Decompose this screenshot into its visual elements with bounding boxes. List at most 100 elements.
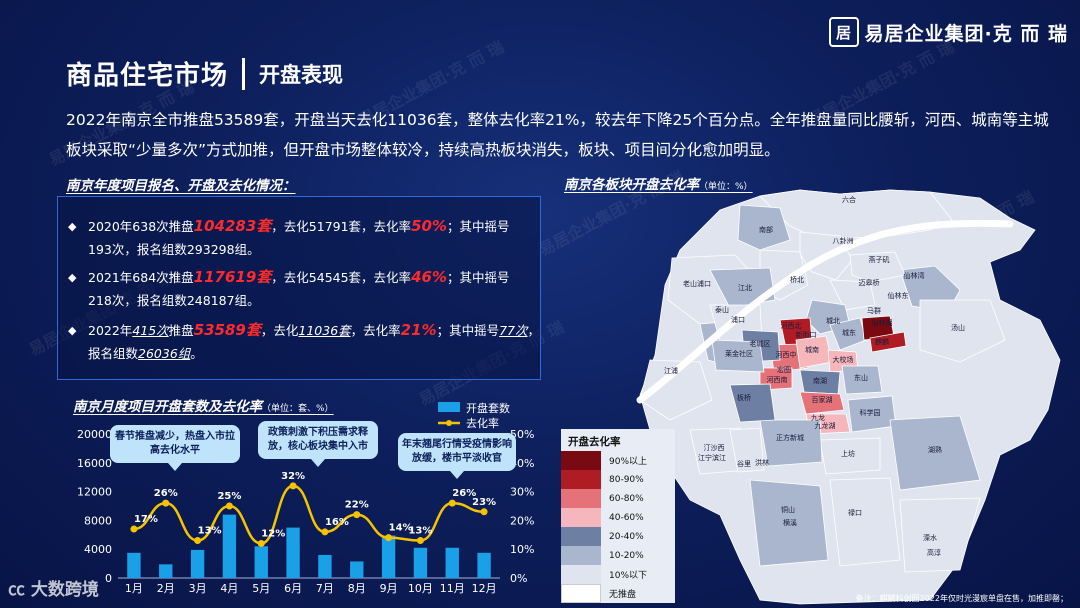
rate-point-6月	[289, 482, 297, 490]
x-tick-label: 7月	[316, 582, 334, 595]
rate-point-4月	[225, 502, 233, 510]
title-divider	[242, 57, 246, 90]
bar-12月	[477, 552, 491, 578]
map-label: 科学园	[860, 408, 881, 417]
x-tick-label: 4月	[220, 582, 238, 595]
x-tick-label: 3月	[189, 582, 207, 595]
map-region-tangshan	[919, 299, 1006, 363]
map-label: 河西北	[781, 322, 802, 330]
legend-label: 10%以下	[609, 571, 648, 581]
legend-swatch	[561, 489, 601, 508]
map-label: 仙林湖	[872, 318, 893, 327]
annual-stats-box: ◆ 2020年638次推盘104283套，去化51791套，去化率50%；其中摇…	[57, 196, 541, 380]
map-label: 桥北	[790, 275, 804, 284]
rate-data-label: 17%	[134, 514, 158, 525]
brand-name: 易居企业集团·克 而 瑞	[864, 22, 1068, 45]
legend-title: 开盘去化率	[568, 436, 621, 448]
legend-label-bars: 开盘套数	[466, 401, 510, 415]
map-label: 汤山	[951, 323, 965, 332]
map-region-banqiao	[729, 383, 776, 423]
map-label: 江浦	[664, 366, 678, 375]
map-label: 马群	[867, 306, 881, 315]
map-label: 高淳	[927, 548, 941, 557]
bar-9月	[381, 535, 396, 578]
rate-data-label: 12%	[261, 528, 285, 539]
annual-bullet-2020: ◆ 2020年638次推盘104283套，去化51791套，去化率50%；其中摇…	[68, 215, 509, 261]
map-label: 六合	[842, 195, 856, 204]
map-label: 板桥	[737, 393, 751, 402]
legend-label-line: 去化率	[466, 416, 499, 430]
x-tick-label: 9月	[380, 582, 398, 595]
bar-11月	[445, 547, 459, 578]
bullet-diamond-icon: ◆	[68, 271, 77, 284]
title-sub: 开盘表现	[259, 62, 344, 87]
map-label: 南湖	[813, 376, 827, 385]
rate-data-label: 26%	[452, 488, 476, 499]
legend-row: 40-60%	[561, 508, 675, 527]
legend-swatch	[561, 451, 601, 470]
legend-label: 20-40%	[609, 531, 644, 542]
map-label: 溧水	[923, 533, 937, 542]
map-legend: 开盘去化率 90%以上 80-90% 60-80% 40-60% 20-40% 10-20…	[561, 429, 675, 603]
title-main: 商品住宅市场	[66, 61, 229, 91]
legend-label: 10-20%	[609, 550, 644, 561]
legend-swatch	[561, 527, 601, 546]
y-right-tick-label: 40%	[510, 457, 534, 470]
map-label: 莱金社区	[725, 349, 753, 358]
map-label: 仙林东	[888, 291, 909, 300]
map-region-baijiahu	[799, 391, 845, 415]
map-label: 河西南	[767, 375, 788, 384]
legend-row: 90%以上	[561, 451, 675, 470]
brand-mark: 居	[828, 17, 859, 47]
annotation-yearend: 年末翘尾行情受疫情影响放缓，楼市平淡收官	[398, 433, 516, 479]
map-region-shangfang	[819, 437, 881, 475]
map-region-lishui	[899, 497, 981, 573]
map-label: 九龙	[811, 413, 825, 422]
yangtze-river	[636, 219, 1014, 404]
map-label: 上坊	[841, 449, 855, 458]
rate-point-2月	[162, 499, 170, 507]
map-label: 城南	[805, 345, 819, 354]
legend-row: 20-40%	[561, 527, 675, 546]
annual-section-title: 南京年度项目报名、开盘及去化情况：	[66, 178, 296, 194]
map-label: 新街口	[796, 330, 817, 339]
rate-data-label: 26%	[154, 488, 178, 499]
rate-point-10月	[416, 537, 424, 545]
bar-7月	[318, 554, 332, 578]
annotation-spring: 春节推盘减少，热盘入市拉高去化水平	[110, 425, 240, 471]
rate-data-label: 13%	[198, 526, 222, 537]
map-label: 铜山	[781, 505, 795, 514]
x-tick-label: 8月	[348, 582, 366, 595]
map-label: 仙林湾	[904, 271, 925, 280]
map-label: 谷里	[737, 459, 751, 468]
x-tick-label: 6月	[284, 582, 302, 595]
bar-6月	[286, 527, 300, 578]
rate-point-1月	[130, 525, 138, 533]
y-right-tick-label: 10%	[510, 543, 534, 556]
rate-point-12月	[480, 508, 488, 516]
map-label: 百家湖	[812, 395, 833, 404]
annual-bullet-2022: ◆ 2022年415次推盘53589套，去化11036套，去化率21%；其中摇号…	[68, 319, 540, 365]
legend-swatch	[561, 565, 601, 584]
map-label: 老山浦口	[683, 279, 711, 288]
map-label: 大校场	[833, 355, 854, 364]
legend-label: 60-80%	[609, 493, 644, 504]
map-region-qilin	[869, 331, 907, 353]
x-tick-label: 2月	[157, 582, 175, 595]
map-label: 江北	[738, 284, 752, 292]
legend-row: 80-90%	[561, 470, 675, 489]
map-label: 九龙湖	[815, 421, 836, 430]
map-label: 汀沙西	[704, 444, 725, 452]
bar-3月	[190, 549, 205, 578]
y-left-tick-label: 8000	[84, 514, 112, 527]
map-label: 禄口	[848, 508, 862, 517]
map-label: 湖熟	[928, 445, 942, 454]
map-label: 麒麟	[875, 337, 889, 346]
chart-title: 南京月度项目开盘套数及去化率（单位：套、%）	[73, 399, 334, 415]
legend-row: 10%以下	[561, 565, 675, 584]
map-region-dongshan	[841, 365, 883, 395]
footer-logo: ㏄ 大数跨境	[8, 580, 99, 600]
legend-label: 无推盘	[609, 590, 637, 600]
map-label: 正方新城	[776, 433, 804, 442]
